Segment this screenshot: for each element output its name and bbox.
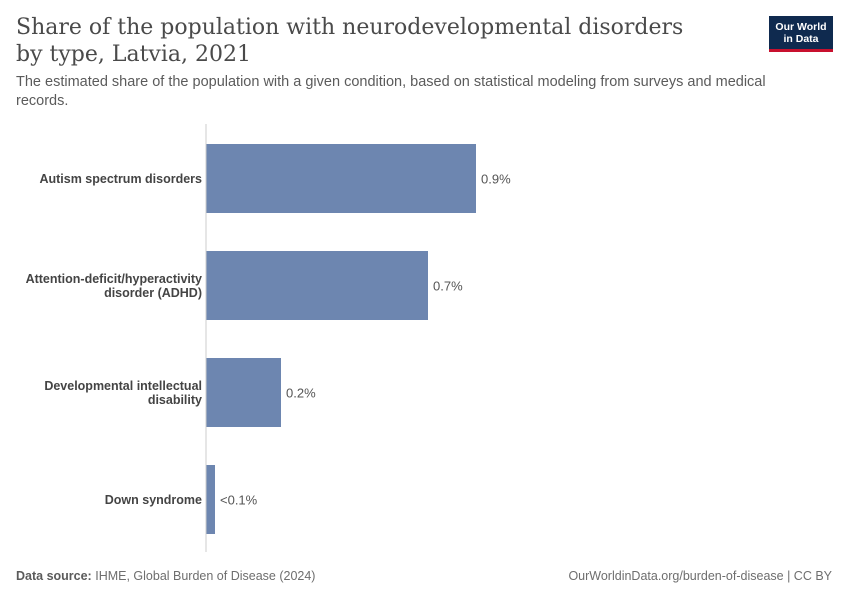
bar-2 xyxy=(206,358,281,427)
data-source-text[interactable]: IHME, Global Burden of Disease (2024) xyxy=(95,569,316,583)
owid-logo[interactable]: Our World in Data xyxy=(769,16,833,52)
category-label-0: Autism spectrum disorders xyxy=(39,172,202,186)
logo-line-2: in Data xyxy=(783,33,819,45)
chart-subtitle: The estimated share of the population wi… xyxy=(16,74,766,109)
value-label-1: 0.7% xyxy=(433,279,463,294)
bar-0 xyxy=(206,144,476,213)
category-label-1-line-0: Attention-deficit/hyperactivity xyxy=(26,272,202,286)
logo-line-1: Our World xyxy=(775,21,827,33)
category-label-1-line-1: disorder (ADHD) xyxy=(104,286,202,300)
value-label-0: 0.9% xyxy=(481,172,511,187)
bar-1 xyxy=(206,251,428,320)
chart-title: Share of the population with neurodevelo… xyxy=(16,15,684,67)
category-label-2-line-0: Developmental intellectual xyxy=(44,379,202,393)
value-label-2: 0.2% xyxy=(286,386,316,401)
source-link[interactable]: OurWorldinData.org/burden-of-disease | C… xyxy=(568,569,832,583)
value-label-3: <0.1% xyxy=(220,493,258,508)
category-label-3: Down syndrome xyxy=(105,493,202,507)
data-source-label: Data source: xyxy=(16,569,92,583)
category-label-2-line-1: disability xyxy=(148,393,202,407)
bar-3 xyxy=(206,465,215,534)
data-source: Data source: IHME, Global Burden of Dise… xyxy=(16,569,315,583)
